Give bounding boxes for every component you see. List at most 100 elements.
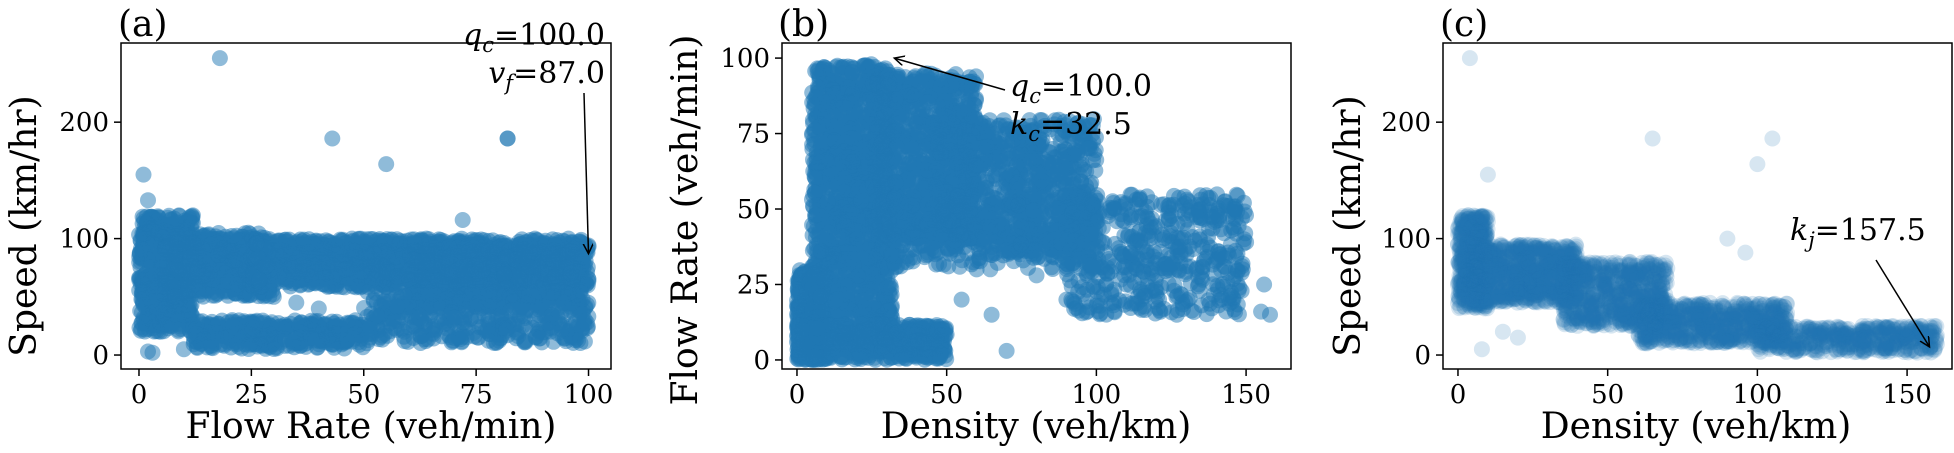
data-point [352, 263, 369, 280]
data-point [498, 320, 515, 337]
data-point [367, 284, 384, 301]
annotation-a-sym2: v [488, 56, 505, 91]
data-point [184, 210, 201, 227]
data-point [132, 240, 149, 257]
data-point [324, 130, 341, 147]
data-point [439, 261, 455, 278]
data-point [154, 308, 171, 325]
data-point [446, 309, 463, 326]
data-point [215, 240, 232, 256]
data-point [211, 50, 228, 67]
annotation-a-sub2: f [503, 71, 516, 95]
data-point [555, 294, 572, 311]
data-point [170, 262, 187, 279]
data-point [580, 271, 597, 288]
data-point [248, 235, 265, 252]
data-point [332, 245, 349, 262]
data-point [404, 285, 421, 302]
data-point [277, 331, 294, 348]
data-point [265, 288, 282, 305]
data-point [481, 325, 498, 342]
data-point [270, 315, 287, 332]
data-point [170, 321, 187, 338]
annotation-a-val1: =100.0 [494, 18, 605, 53]
scatter-points-a [131, 50, 597, 361]
annotation-a-sym1: q [463, 18, 482, 53]
data-point [454, 212, 471, 228]
y-axis-label-a: Speed (km/hr) [4, 95, 45, 356]
data-point [288, 294, 305, 311]
data-point [496, 266, 513, 283]
scatter-points-b [789, 56, 1278, 368]
data-point [513, 286, 530, 303]
data-point [237, 314, 254, 331]
data-point [284, 239, 301, 256]
x-tick-label: 50 [347, 380, 380, 410]
data-point [579, 318, 596, 335]
data-point [233, 340, 250, 357]
data-point [157, 240, 174, 257]
data-point [328, 266, 345, 283]
data-point [427, 320, 444, 337]
data-point [183, 262, 199, 279]
data-point [220, 273, 237, 290]
data-point [441, 248, 458, 265]
data-point [381, 235, 398, 252]
data-point [362, 329, 379, 346]
data-point [530, 283, 547, 300]
data-point [540, 314, 557, 331]
data-point [400, 333, 416, 350]
annotation-arrow-a [584, 92, 589, 254]
data-point [216, 337, 233, 354]
data-point [544, 285, 561, 301]
data-point [365, 237, 382, 254]
data-point [210, 315, 227, 332]
data-point [389, 268, 406, 285]
annotation-a-line1: qc=100.0 [463, 18, 605, 57]
data-point [270, 268, 287, 285]
data-point [452, 331, 469, 348]
x-tick-label: 25 [235, 380, 268, 410]
data-point [472, 256, 489, 273]
annotation-a-val2: =87.0 [513, 56, 605, 91]
data-point [291, 258, 308, 274]
x-axis-label-a: Flow Rate (veh/min) [186, 406, 557, 447]
data-point [532, 330, 549, 347]
data-point [530, 301, 547, 318]
data-point [311, 255, 328, 272]
data-point [291, 315, 308, 332]
data-point [566, 305, 583, 322]
data-point [401, 271, 418, 288]
data-point [344, 233, 361, 250]
data-point [379, 248, 396, 265]
annotation-a-line2: vf=87.0 [488, 56, 605, 95]
y-tick-label: 0 [92, 341, 109, 371]
data-point [135, 166, 152, 183]
data-point [413, 328, 430, 344]
x-tick-label: 0 [131, 380, 148, 410]
axes-frame-a [120, 42, 612, 370]
data-point [320, 233, 337, 250]
data-point [378, 156, 395, 173]
data-point [328, 317, 345, 334]
data-point [310, 300, 327, 317]
data-point [414, 253, 431, 269]
panel-label-a: (a) [118, 4, 168, 45]
data-point [514, 317, 531, 334]
data-point [453, 243, 470, 260]
data-point [251, 272, 268, 288]
data-point [141, 310, 158, 327]
data-point [562, 265, 579, 282]
data-point [161, 207, 177, 224]
data-point [511, 270, 528, 287]
data-point [185, 328, 202, 345]
data-point [498, 249, 515, 265]
data-point [485, 256, 502, 273]
data-point [474, 240, 491, 257]
data-point [155, 252, 172, 269]
data-point [547, 268, 564, 285]
data-point [196, 268, 213, 284]
data-point [167, 288, 184, 305]
